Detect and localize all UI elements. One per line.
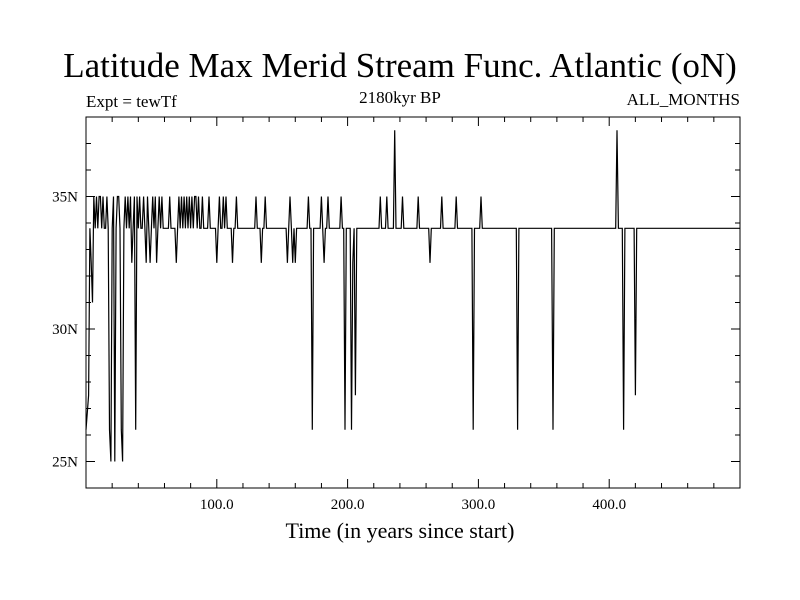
series-line	[85, 130, 740, 462]
y-tick-label: 30N	[52, 322, 78, 338]
x-tick-label: 100.0	[200, 497, 234, 513]
axis-tick-labels: 100.0 200.0 300.0 400.0 25N 30N 35N	[52, 190, 626, 514]
axis-ticks	[86, 116, 740, 489]
y-tick-label: 25N	[52, 455, 78, 471]
y-tick-label: 35N	[52, 190, 78, 206]
x-axis-label: Time (in years since start)	[285, 518, 515, 543]
chart-title: Latitude Max Merid Stream Func. Atlantic…	[63, 46, 737, 85]
x-tick-label: 400.0	[592, 497, 626, 513]
x-tick-label: 300.0	[462, 497, 496, 513]
plot-frame	[85, 116, 741, 489]
center-subtitle: 2180kyr BP	[359, 88, 441, 107]
x-tick-label: 200.0	[331, 497, 365, 513]
left-subtitle: Expt = tewTf	[86, 92, 177, 111]
right-subtitle: ALL_MONTHS	[626, 90, 740, 109]
